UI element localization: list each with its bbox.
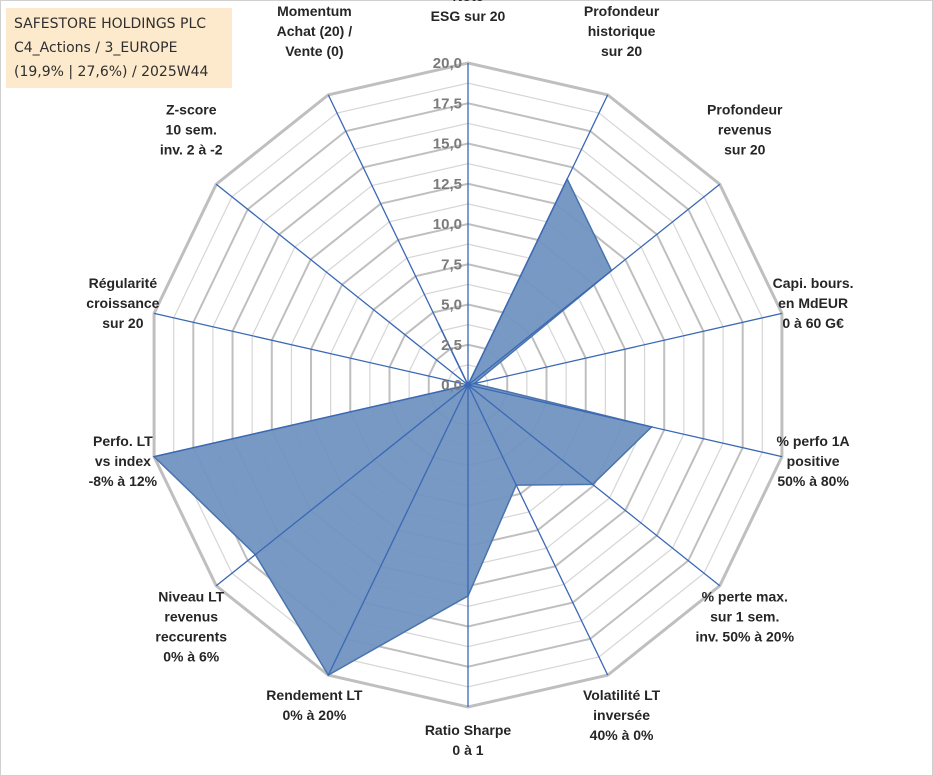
axis-label-line: 40% à 0% (590, 727, 654, 743)
axis-label-line: -8% à 12% (89, 473, 158, 489)
axis-label-line: 0% à 6% (163, 649, 220, 665)
axis-spoke (327, 384, 469, 676)
axis-label-line: Ratio Sharpe (425, 722, 512, 738)
axis-label-line: 10 sem. (166, 121, 217, 137)
axis-label-line: Profondeur (707, 101, 783, 117)
axis-label-line: inv. 50% à 20% (695, 629, 794, 645)
axis-label-line: Perfo. LT (93, 433, 153, 449)
tick-label: 5,0 (441, 297, 462, 314)
info-company-name: SAFESTORE HOLDINGS PLC (14, 16, 207, 32)
axis-label-line: sur 1 sem. (710, 609, 779, 625)
axis-label-line: sur 20 (102, 315, 143, 331)
tick-label: 15,0 (433, 136, 462, 153)
axis-label-line: Achat (20) / (277, 23, 353, 39)
axis-spoke (153, 312, 469, 386)
axis-label-line: % perfo 1A (777, 433, 850, 449)
axis-spoke (215, 384, 469, 587)
tick-label: 2,5 (441, 337, 462, 354)
axis-label-line: Niveau LT (158, 589, 224, 605)
axis-label-line: Profondeur (584, 3, 660, 19)
axis-label: Perfo. LT vs index -8% à 12% (89, 433, 158, 489)
axis-label: Momentum Achat (20) / Vente (0) (277, 3, 353, 59)
info-category: C4_Actions / 3_EUROPE (14, 40, 178, 56)
axis-label-line: 0 à 1 (452, 742, 483, 758)
axis-spoke (467, 94, 609, 386)
axis-label-line: % perte max. (702, 589, 788, 605)
axis-label: Capi. bours. en MdEUR 0 à 60 G€ (773, 275, 854, 331)
axis-label-line: Capi. bours. (773, 275, 854, 291)
axis-label: Profondeur revenus sur 20 (707, 101, 783, 157)
axis-label: Volatilité LT inversée 40% à 0% (583, 687, 661, 743)
axis-label-line: revenus (718, 121, 772, 137)
axis-label-line: ESG sur 20 (431, 8, 506, 24)
axis-label-line: 0% à 20% (282, 707, 346, 723)
axis-label-line: sur 20 (601, 43, 642, 59)
axis-label: Niveau LT revenus reccurents 0% à 6% (155, 589, 227, 665)
axis-spoke (467, 384, 783, 458)
tick-label: 20,0 (433, 55, 462, 72)
axis-label-line: en MdEUR (778, 295, 848, 311)
axis-label-line: sur 20 (724, 141, 765, 157)
axis-label: % perfo 1A positive 50% à 80% (777, 433, 850, 489)
axis-label-line: revenus (164, 609, 218, 625)
info-stats: (19,9% | 27,6%) / 2025W44 (14, 64, 209, 80)
axis-label-line: Z-score (166, 101, 217, 117)
axis-label-line: Régularité (89, 275, 158, 291)
axis-spoke (467, 312, 783, 386)
axis-spoke (153, 384, 469, 458)
axis-spoke (215, 183, 469, 386)
axis-label-line: Vente (0) (285, 43, 343, 59)
series-layer (152, 177, 654, 677)
tick-label: 0,0 (441, 377, 462, 394)
series-area (152, 177, 654, 677)
axis-label: Note ESG sur 20 (431, 0, 506, 24)
info-box: SAFESTORE HOLDINGS PLC C4_Actions / 3_EU… (6, 8, 232, 88)
axis-label: Ratio Sharpe 0 à 1 (425, 722, 512, 758)
axis-label-layer: Note ESG sur 20 Profondeur historique sur 20… (86, 0, 853, 758)
tick-label: 7,5 (441, 256, 462, 273)
tick-label: 10,0 (433, 216, 462, 233)
axis-label: Z-score 10 sem. inv. 2 à -2 (160, 101, 223, 157)
axis-label-line: 0 à 60 G€ (782, 315, 844, 331)
tick-layer: 0,0 2,5 5,0 7,5 10,0 12,5 15,0 17,5 20,0 (433, 55, 462, 394)
axis-label-line: croissance (86, 295, 159, 311)
tick-label: 12,5 (433, 176, 462, 193)
axis-label-line: inv. 2 à -2 (160, 141, 223, 157)
axis-label-line: inversée (593, 707, 650, 723)
spoke-layer (153, 63, 783, 707)
axis-label-line: Momentum (277, 3, 352, 19)
axis-label-line: positive (787, 453, 840, 469)
axis-label-line: historique (588, 23, 656, 39)
axis-label: Régularité croissance sur 20 (86, 275, 159, 331)
axis-label-line: 50% à 80% (777, 473, 849, 489)
axis-label: Profondeur historique sur 20 (584, 3, 660, 59)
axis-spoke (467, 183, 721, 386)
axis-label-line: Volatilité LT (583, 687, 661, 703)
axis-spoke (327, 94, 469, 386)
axis-label-line: vs index (95, 453, 151, 469)
axis-label-line: Rendement LT (266, 687, 363, 703)
axis-spoke (467, 384, 609, 676)
axis-label-line: reccurents (155, 629, 227, 645)
axis-spoke (467, 384, 721, 587)
axis-label-line: Note (452, 0, 483, 4)
tick-label: 17,5 (433, 95, 462, 112)
axis-label: Rendement LT 0% à 20% (266, 687, 363, 723)
axis-label: % perte max. sur 1 sem. inv. 50% à 20% (695, 589, 794, 645)
